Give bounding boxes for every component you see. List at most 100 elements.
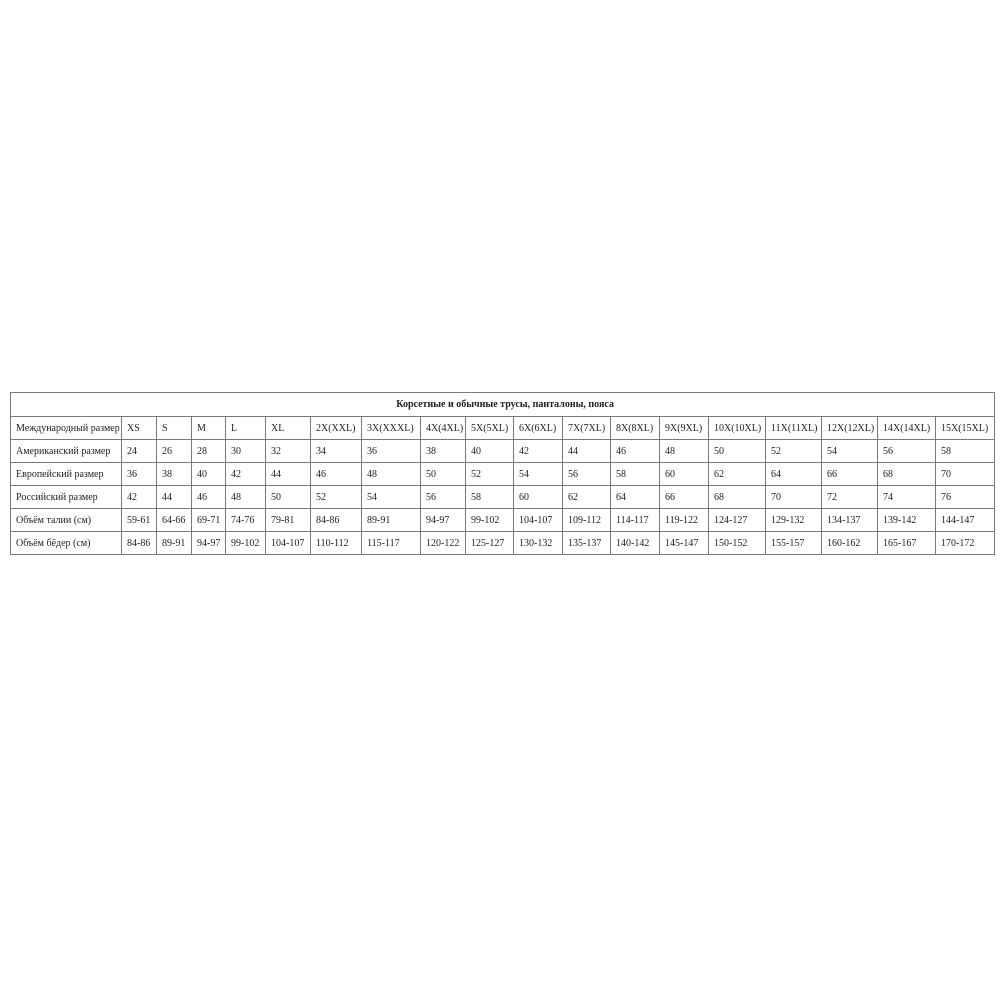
table-cell: 125-127 bbox=[465, 531, 514, 555]
table-cell: 74 bbox=[877, 485, 936, 509]
table-cell: 3X(XXXL) bbox=[361, 416, 421, 440]
table-cell: 5X(5XL) bbox=[465, 416, 514, 440]
table-cell: 134-137 bbox=[821, 508, 878, 532]
table-cell: 7X(7XL) bbox=[562, 416, 611, 440]
table-cell: 64 bbox=[765, 462, 822, 486]
table-cell: 110-112 bbox=[310, 531, 362, 555]
table-cell: 129-132 bbox=[765, 508, 822, 532]
table-cell: 30 bbox=[225, 439, 266, 463]
table-cell: 48 bbox=[225, 485, 266, 509]
table-cell: 46 bbox=[310, 462, 362, 486]
table-cell: 50 bbox=[708, 439, 766, 463]
table-row: Международный размер XS S M L XL 2X(XXL) 3X(XXX… bbox=[10, 416, 996, 440]
table-cell: 79-81 bbox=[265, 508, 311, 532]
table-cell: 70 bbox=[765, 485, 822, 509]
table-cell: 28 bbox=[191, 439, 226, 463]
table-cell: 115-117 bbox=[361, 531, 421, 555]
table-cell: 34 bbox=[310, 439, 362, 463]
table-cell: 64-66 bbox=[156, 508, 192, 532]
table-cell: 48 bbox=[659, 439, 709, 463]
table-cell: 52 bbox=[310, 485, 362, 509]
row-label: Американский размер bbox=[10, 439, 122, 463]
table-cell: 11X(11XL) bbox=[765, 416, 822, 440]
table-cell: 94-97 bbox=[420, 508, 466, 532]
table-cell: 52 bbox=[465, 462, 514, 486]
table-cell: 119-122 bbox=[659, 508, 709, 532]
table-cell: 50 bbox=[420, 462, 466, 486]
table-cell: 8X(8XL) bbox=[610, 416, 660, 440]
table-cell: 36 bbox=[121, 462, 157, 486]
table-cell: S bbox=[156, 416, 192, 440]
table-cell: 44 bbox=[156, 485, 192, 509]
table-cell: 69-71 bbox=[191, 508, 226, 532]
table-title: Корсетные и обычные трусы, панталоны, по… bbox=[9, 392, 996, 417]
table-cell: L bbox=[225, 416, 266, 440]
table-cell: 170-172 bbox=[934, 531, 996, 555]
table-cell: 76 bbox=[934, 485, 996, 509]
table-cell: 56 bbox=[420, 485, 466, 509]
table-cell: 42 bbox=[225, 462, 266, 486]
table-cell: 32 bbox=[265, 439, 311, 463]
table-cell: 144-147 bbox=[934, 508, 996, 532]
table-cell: 94-97 bbox=[191, 531, 226, 555]
table-cell: 58 bbox=[465, 485, 514, 509]
table-cell: 62 bbox=[562, 485, 611, 509]
table-cell: 42 bbox=[121, 485, 157, 509]
table-cell: 99-102 bbox=[225, 531, 266, 555]
table-cell: 89-91 bbox=[361, 508, 421, 532]
table-cell: 56 bbox=[877, 439, 936, 463]
table-cell: 155-157 bbox=[765, 531, 822, 555]
table-cell: 46 bbox=[610, 439, 660, 463]
table-cell: 60 bbox=[513, 485, 563, 509]
table-cell: 52 bbox=[765, 439, 822, 463]
table-cell: 4X(4XL) bbox=[420, 416, 466, 440]
table-cell: 72 bbox=[821, 485, 878, 509]
table-cell: 64 bbox=[610, 485, 660, 509]
table-cell: 12X(12XL) bbox=[821, 416, 878, 440]
table-cell: 84-86 bbox=[121, 531, 157, 555]
table-cell: 114-117 bbox=[610, 508, 660, 532]
table-cell: 48 bbox=[361, 462, 421, 486]
table-cell: 68 bbox=[877, 462, 936, 486]
table-row: Европейский размер 36 38 40 42 44 46 48 50 52 54 56… bbox=[10, 462, 996, 486]
table-cell: 6X(6XL) bbox=[513, 416, 563, 440]
table-cell: 54 bbox=[513, 462, 563, 486]
table-row: Объём бёдер (см) 84-86 89-91 94-97 99-102 104… bbox=[10, 531, 996, 555]
table-cell: 42 bbox=[513, 439, 563, 463]
table-cell: 140-142 bbox=[610, 531, 660, 555]
table-cell: 38 bbox=[156, 462, 192, 486]
table-cell: 50 bbox=[265, 485, 311, 509]
table-cell: 74-76 bbox=[225, 508, 266, 532]
table-cell: 104-107 bbox=[513, 508, 563, 532]
table-cell: 14X(14XL) bbox=[877, 416, 936, 440]
table-cell: 44 bbox=[562, 439, 611, 463]
title-row: Корсетные и обычные трусы, панталоны, по… bbox=[9, 392, 996, 417]
table-cell: M bbox=[191, 416, 226, 440]
size-table: Корсетные и обычные трусы, панталоны, по… bbox=[9, 392, 996, 555]
row-label: Международный размер bbox=[10, 416, 122, 440]
table-cell: 2X(XXL) bbox=[310, 416, 362, 440]
row-label: Объём бёдер (см) bbox=[10, 531, 122, 555]
table-cell: 99-102 bbox=[465, 508, 514, 532]
table-cell: 24 bbox=[121, 439, 157, 463]
table-cell: 165-167 bbox=[877, 531, 936, 555]
table-cell: 84-86 bbox=[310, 508, 362, 532]
table-row: Американский размер 24 26 28 30 32 34 36 38 40 42 4… bbox=[10, 439, 996, 463]
table-cell: 120-122 bbox=[420, 531, 466, 555]
table-cell: XS bbox=[121, 416, 157, 440]
table-cell: 59-61 bbox=[121, 508, 157, 532]
table-cell: 58 bbox=[934, 439, 996, 463]
table-cell: 139-142 bbox=[877, 508, 936, 532]
table-cell: 56 bbox=[562, 462, 611, 486]
table-cell: 60 bbox=[659, 462, 709, 486]
table-cell: 10X(10XL) bbox=[708, 416, 766, 440]
row-label: Объём талии (см) bbox=[10, 508, 122, 532]
table-cell: 70 bbox=[934, 462, 996, 486]
table-cell: 62 bbox=[708, 462, 766, 486]
table-cell: 150-152 bbox=[708, 531, 766, 555]
table-cell: 124-127 bbox=[708, 508, 766, 532]
table-cell: 130-132 bbox=[513, 531, 563, 555]
table-cell: 46 bbox=[191, 485, 226, 509]
row-label: Российский размер bbox=[10, 485, 122, 509]
table-cell: XL bbox=[265, 416, 311, 440]
